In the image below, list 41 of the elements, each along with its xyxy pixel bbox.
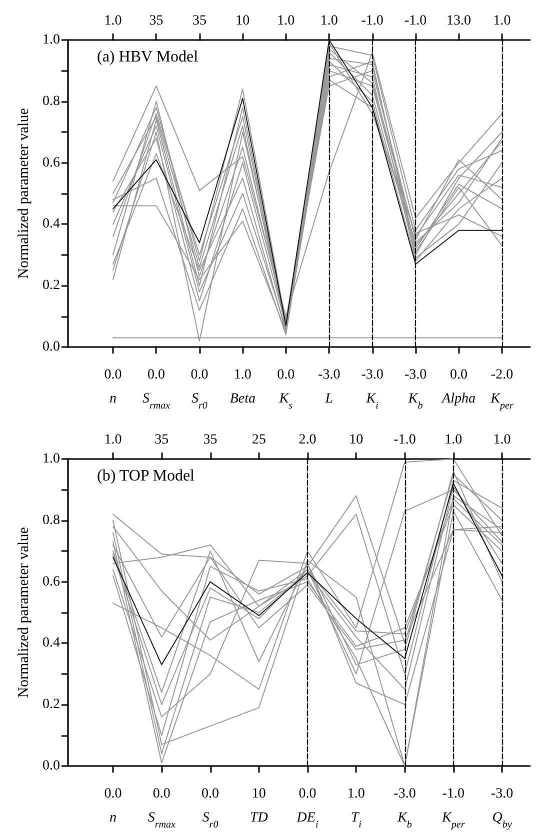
text: 35	[203, 432, 218, 448]
text: 25	[252, 432, 266, 448]
y-axis-title: Normalized parameter value	[16, 526, 32, 698]
text: 13.0	[446, 14, 472, 28]
text: 1.0	[104, 432, 122, 448]
y-tick-label: 0.0	[42, 758, 60, 774]
text: 35	[192, 14, 206, 28]
x-tick-label: 10 TD	[250, 786, 268, 826]
text: -1.0	[394, 432, 416, 448]
text: 1.0	[320, 14, 338, 28]
y-tick-label: 0.4	[42, 636, 60, 651]
x-tick-label: 0.0 n	[104, 786, 122, 826]
y-tick-label: 1.0	[42, 452, 60, 466]
text: 10	[236, 14, 250, 28]
y-tick-label: 0.6	[42, 574, 60, 590]
text: 1.0	[444, 432, 462, 448]
text: 1.0	[104, 14, 122, 28]
text: (b) TOP Model	[97, 468, 196, 484]
text: 2.0	[298, 432, 316, 448]
y-tick-label: 0.8	[42, 512, 60, 528]
text: 1.0	[277, 14, 295, 28]
text: -1.0	[404, 14, 427, 28]
y-tick-label: 0.2	[42, 697, 60, 712]
text: 1.0	[493, 432, 511, 448]
y-tick-label: 0.8	[42, 94, 60, 109]
y-tick-label: 0.6	[42, 155, 60, 170]
x-tick-label: 0.0 n	[104, 368, 122, 406]
y-tick-label: 0.2	[42, 278, 60, 294]
text: -1.0	[361, 14, 384, 28]
x-tick-label: -3.0 L	[318, 368, 340, 406]
text: 10	[349, 432, 364, 448]
text: 35	[149, 14, 164, 28]
y-tick-label: 1.0	[42, 32, 60, 48]
y-tick-label: 0.4	[42, 216, 60, 232]
text: 35	[154, 432, 169, 448]
y-tick-label: 0.0	[42, 340, 60, 354]
x-tick-label: 1.0 Beta	[230, 368, 256, 406]
text: (a) HBV Model	[97, 48, 199, 66]
text: 1.0	[493, 14, 511, 28]
x-tick-label: 0.0 Alpha	[441, 368, 476, 406]
y-axis-title: Normalized parameter value	[16, 108, 32, 279]
